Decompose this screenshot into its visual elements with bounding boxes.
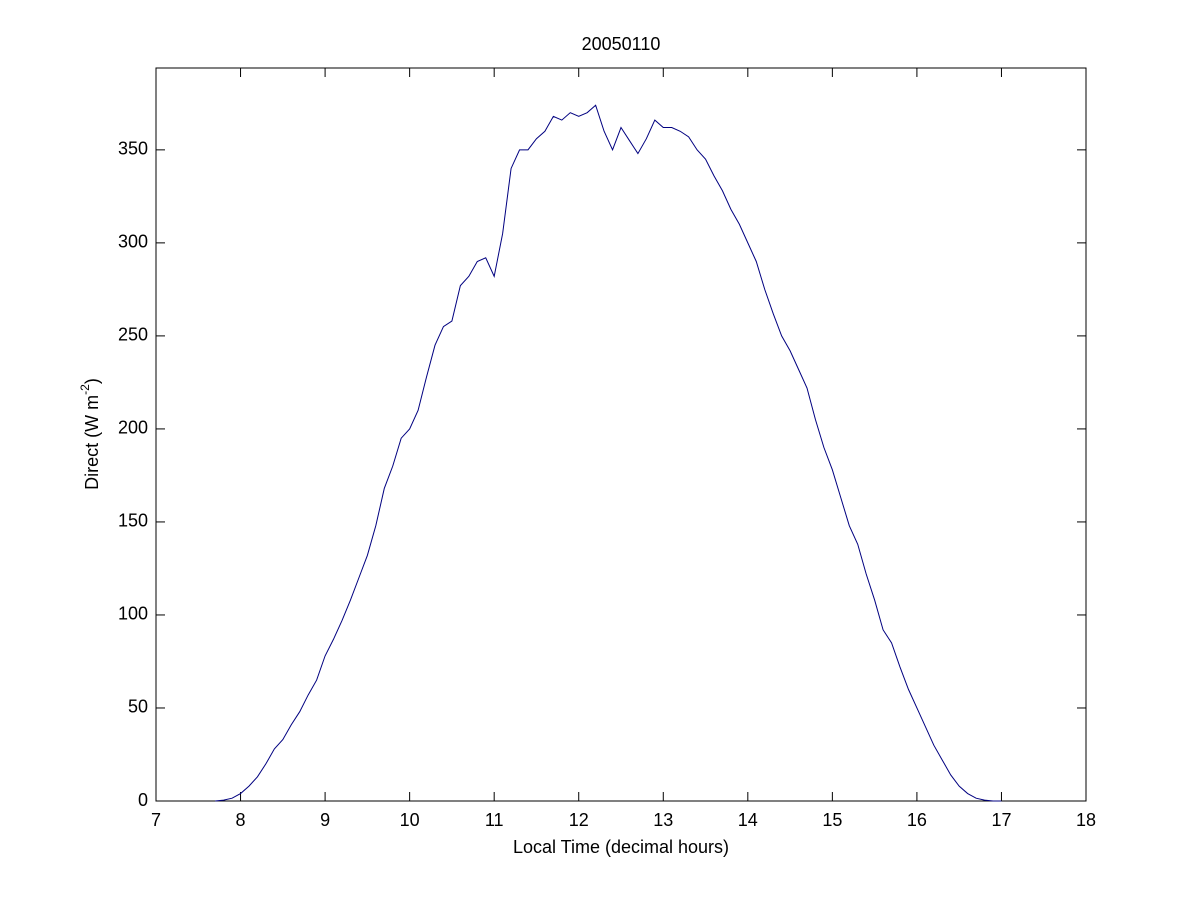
x-tick-label: 7	[151, 810, 161, 830]
chart-title: 20050110	[582, 34, 661, 54]
y-tick-label: 250	[118, 325, 148, 345]
y-tick-label: 300	[118, 232, 148, 252]
x-tick-label: 18	[1076, 810, 1096, 830]
x-tick-label: 13	[653, 810, 673, 830]
y-tick-label: 50	[128, 697, 148, 717]
x-tick-label: 10	[400, 810, 420, 830]
data-line	[215, 104, 1002, 802]
y-axis-label: Direct (W m-2)	[78, 378, 102, 490]
y-label-main: Direct (W m	[82, 395, 102, 490]
y-label-end: )	[82, 378, 102, 384]
x-tick-label: 16	[907, 810, 927, 830]
x-tick-label: 9	[320, 810, 330, 830]
x-tick-label: 8	[236, 810, 246, 830]
x-tick-label: 11	[485, 810, 504, 830]
x-tick-label: 12	[569, 810, 589, 830]
x-axis-label: Local Time (decimal hours)	[513, 837, 729, 857]
y-tick-label: 100	[118, 604, 148, 624]
y-tick-label: 0	[138, 790, 148, 810]
y-tick-label: 200	[118, 418, 148, 438]
y-label-sup: -2	[78, 384, 92, 395]
y-tick-label: 150	[118, 511, 148, 531]
x-tick-label: 14	[738, 810, 758, 830]
x-tick-label: 17	[991, 810, 1011, 830]
x-tick-label: 15	[822, 810, 842, 830]
y-tick-label: 350	[118, 139, 148, 159]
plot-area	[155, 67, 1087, 802]
